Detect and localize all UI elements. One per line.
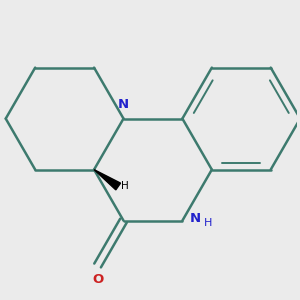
Text: N: N [118,98,129,111]
Polygon shape [94,169,121,190]
Text: H: H [204,218,213,228]
Text: O: O [92,273,103,286]
Text: H: H [121,182,128,191]
Text: N: N [190,212,201,225]
